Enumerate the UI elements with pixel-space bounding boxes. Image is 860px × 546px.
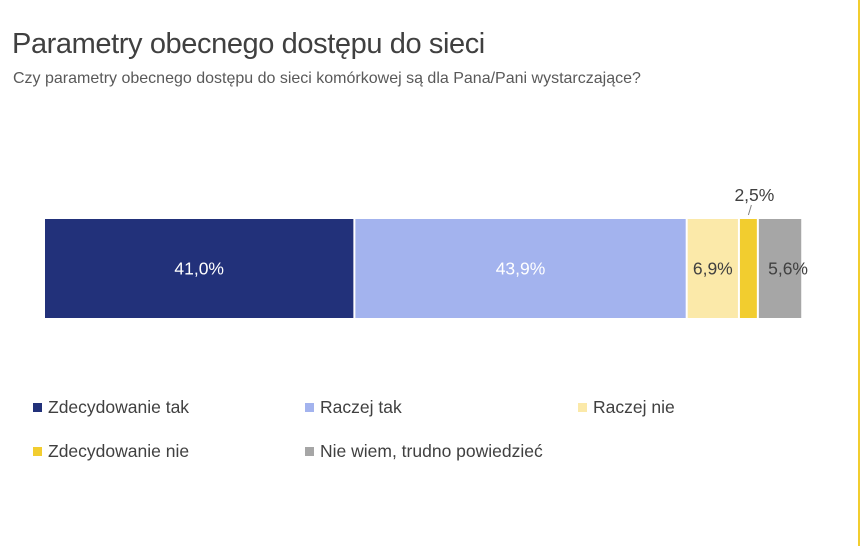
legend-label-nie-wiem-trudno-powiedziec: Nie wiem, trudno powiedzieć	[320, 441, 543, 461]
legend-label-zdecydowanie-tak: Zdecydowanie tak	[48, 397, 190, 417]
legend-label-zdecydowanie-nie: Zdecydowanie nie	[48, 441, 190, 461]
legend-swatch-raczej-nie	[578, 403, 587, 412]
data-label-zdecydowanie-tak: 41,0%	[174, 259, 224, 279]
legend-item-raczej-tak: Raczej tak	[305, 397, 402, 418]
legend-item-nie-wiem-trudno-powiedziec: Nie wiem, trudno powiedzieć	[305, 441, 543, 462]
legend-item-zdecydowanie-nie: Zdecydowanie nie	[33, 441, 189, 462]
bar-segment-raczej-tak	[355, 219, 686, 318]
legend-swatch-zdecydowanie-tak	[33, 403, 42, 412]
bar-segment-nie-wiem-trudno-powiedziec	[758, 219, 802, 318]
bar-segment-raczej-nie	[687, 219, 738, 318]
data-label-raczej-nie: 6,9%	[693, 259, 733, 279]
bar-segment-zdecydowanie-tak	[45, 219, 354, 318]
legend-swatch-zdecydowanie-nie	[33, 447, 42, 456]
chart-subtitle: Czy parametry obecnego dostępu do sieci …	[13, 70, 641, 87]
slide-edge-rule	[858, 0, 860, 546]
chart-title: Parametry obecnego dostępu do sieci	[12, 28, 485, 60]
legend-swatch-raczej-tak	[305, 403, 314, 412]
legend-swatch-nie-wiem-trudno-powiedziec	[305, 447, 314, 456]
legend-label-raczej-nie: Raczej nie	[593, 397, 675, 417]
legend-item-zdecydowanie-tak: Zdecydowanie tak	[33, 397, 189, 418]
data-label-raczej-tak: 43,9%	[496, 259, 546, 279]
legend-label-raczej-tak: Raczej tak	[320, 397, 402, 417]
legend-item-raczej-nie: Raczej nie	[578, 397, 675, 418]
data-label-leader-zdecydowanie-nie	[747, 204, 752, 216]
bar-segment-zdecydowanie-nie	[739, 219, 757, 318]
data-label-nie-wiem-trudno-powiedziec: 5,6%	[768, 259, 808, 279]
data-label-zdecydowanie-nie: 2,5%	[734, 185, 774, 205]
